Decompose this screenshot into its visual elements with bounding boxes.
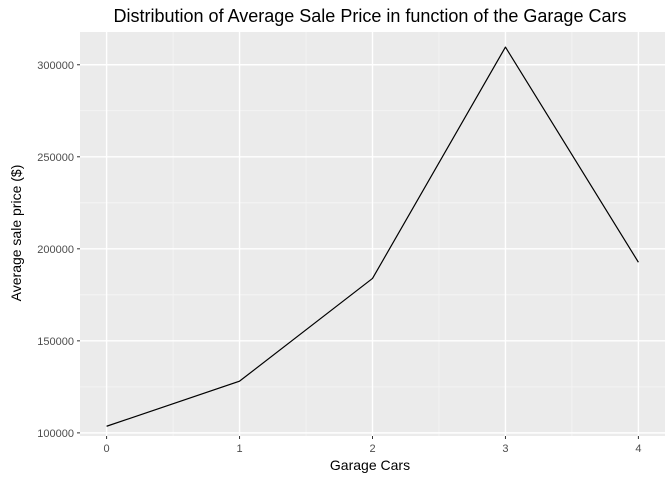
x-tick-label: 0 — [104, 443, 110, 455]
x-tick-label: 2 — [369, 443, 375, 455]
chart-title: Distribution of Average Sale Price in fu… — [114, 6, 627, 26]
x-tick-label: 4 — [635, 443, 641, 455]
y-tick-label: 250000 — [37, 152, 74, 164]
major-gridlines — [80, 32, 665, 436]
y-tick-label: 100000 — [37, 428, 74, 440]
y-tick-label: 300000 — [37, 60, 74, 72]
series-line — [106, 46, 639, 427]
x-axis-ticks: 0 1 2 3 4 — [104, 436, 641, 455]
x-tick-label: 1 — [236, 443, 242, 455]
x-axis-title: Garage Cars — [330, 457, 410, 473]
data-series — [106, 46, 639, 427]
y-tick-label: 150000 — [37, 336, 74, 348]
x-tick-label: 3 — [502, 443, 508, 455]
y-axis-title: Average sale price ($) — [8, 165, 24, 302]
y-tick-label: 200000 — [37, 244, 74, 256]
y-axis-ticks: 100000 150000 200000 250000 300000 — [37, 60, 80, 440]
